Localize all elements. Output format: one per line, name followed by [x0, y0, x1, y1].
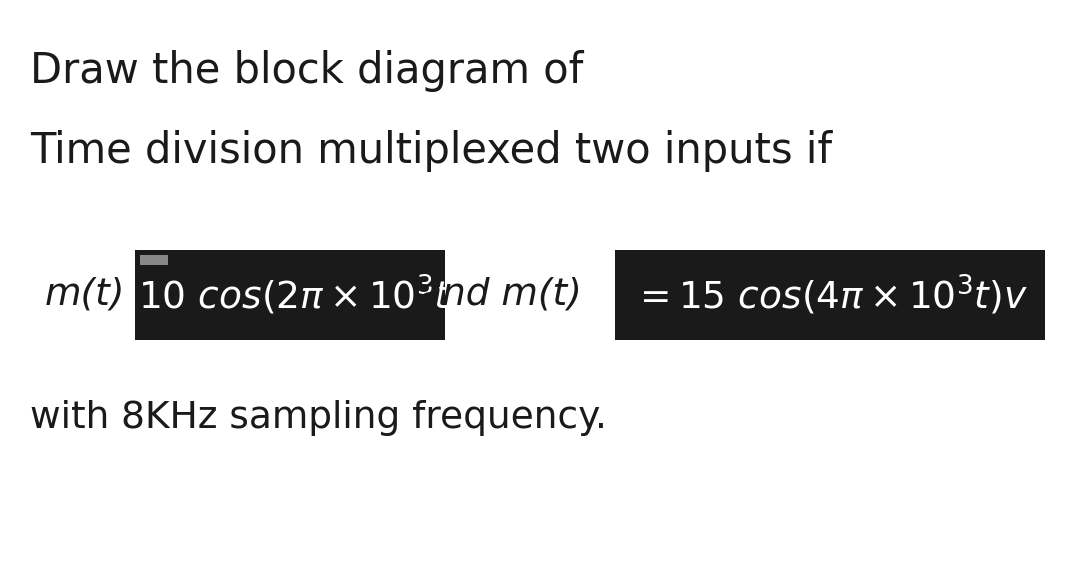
Text: Draw the block diagram of: Draw the block diagram of: [30, 50, 583, 92]
FancyBboxPatch shape: [140, 255, 168, 265]
Text: $= 10\ \mathit{cos}(2\pi \times 10^{3}t)v$: $= 10\ \mathit{cos}(2\pi \times 10^{3}t)…: [92, 273, 488, 317]
Text: and m(t): and m(t): [419, 277, 581, 313]
FancyBboxPatch shape: [615, 250, 1045, 340]
Text: with 8KHz sampling frequency.: with 8KHz sampling frequency.: [30, 400, 607, 436]
Text: m(t): m(t): [44, 277, 125, 313]
FancyBboxPatch shape: [135, 250, 445, 340]
Text: $= 15\ \mathit{cos}(4\pi \times 10^{3}t)v$: $= 15\ \mathit{cos}(4\pi \times 10^{3}t)…: [632, 273, 1028, 317]
Text: Time division multiplexed two inputs if: Time division multiplexed two inputs if: [30, 130, 832, 172]
